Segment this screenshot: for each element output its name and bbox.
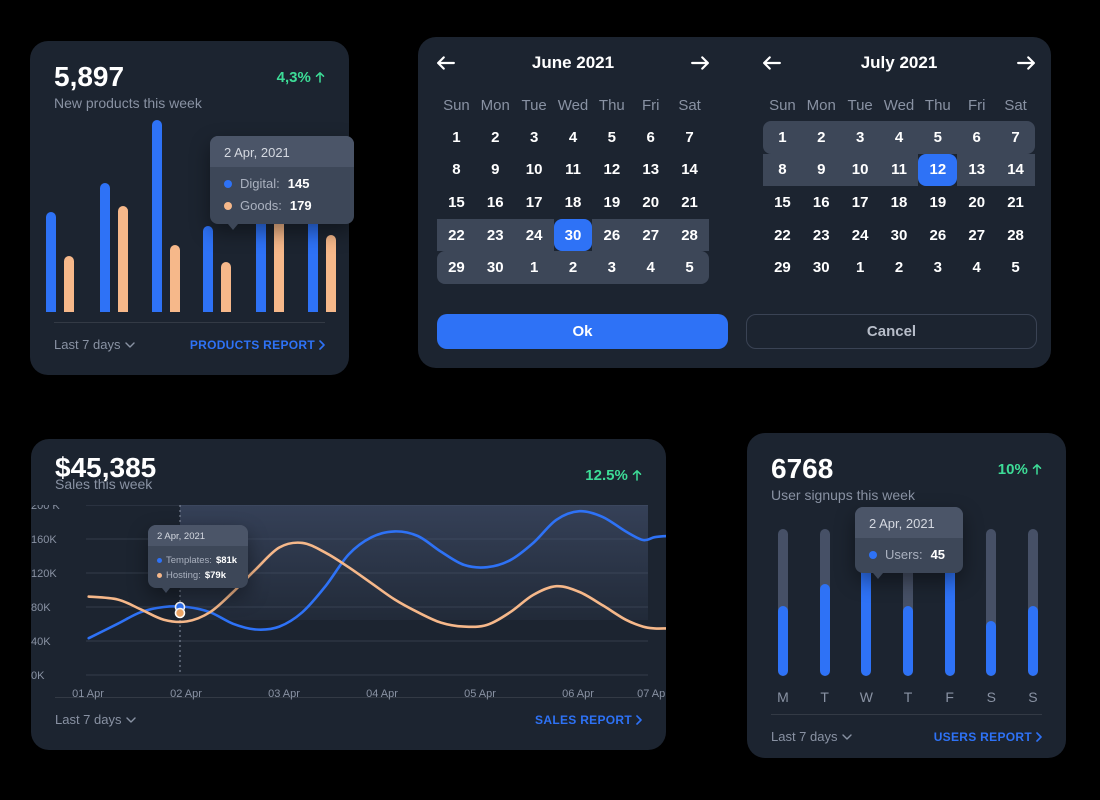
svg-text:40K: 40K [31, 636, 51, 648]
svg-text:07 Apr: 07 Apr [637, 688, 666, 700]
svg-text:03 Apr: 03 Apr [268, 688, 300, 700]
svg-text:160K: 160K [31, 534, 57, 546]
svg-text:02 Apr: 02 Apr [170, 688, 202, 700]
svg-text:04 Apr: 04 Apr [366, 688, 398, 700]
svg-text:06 Apr: 06 Apr [562, 688, 594, 700]
svg-text:80K: 80K [31, 602, 51, 614]
svg-text:200 K: 200 K [31, 505, 60, 512]
svg-text:0K: 0K [31, 670, 45, 682]
svg-text:01 Apr: 01 Apr [72, 688, 104, 700]
svg-text:05 Apr: 05 Apr [464, 688, 496, 700]
svg-text:120K: 120K [31, 568, 57, 580]
